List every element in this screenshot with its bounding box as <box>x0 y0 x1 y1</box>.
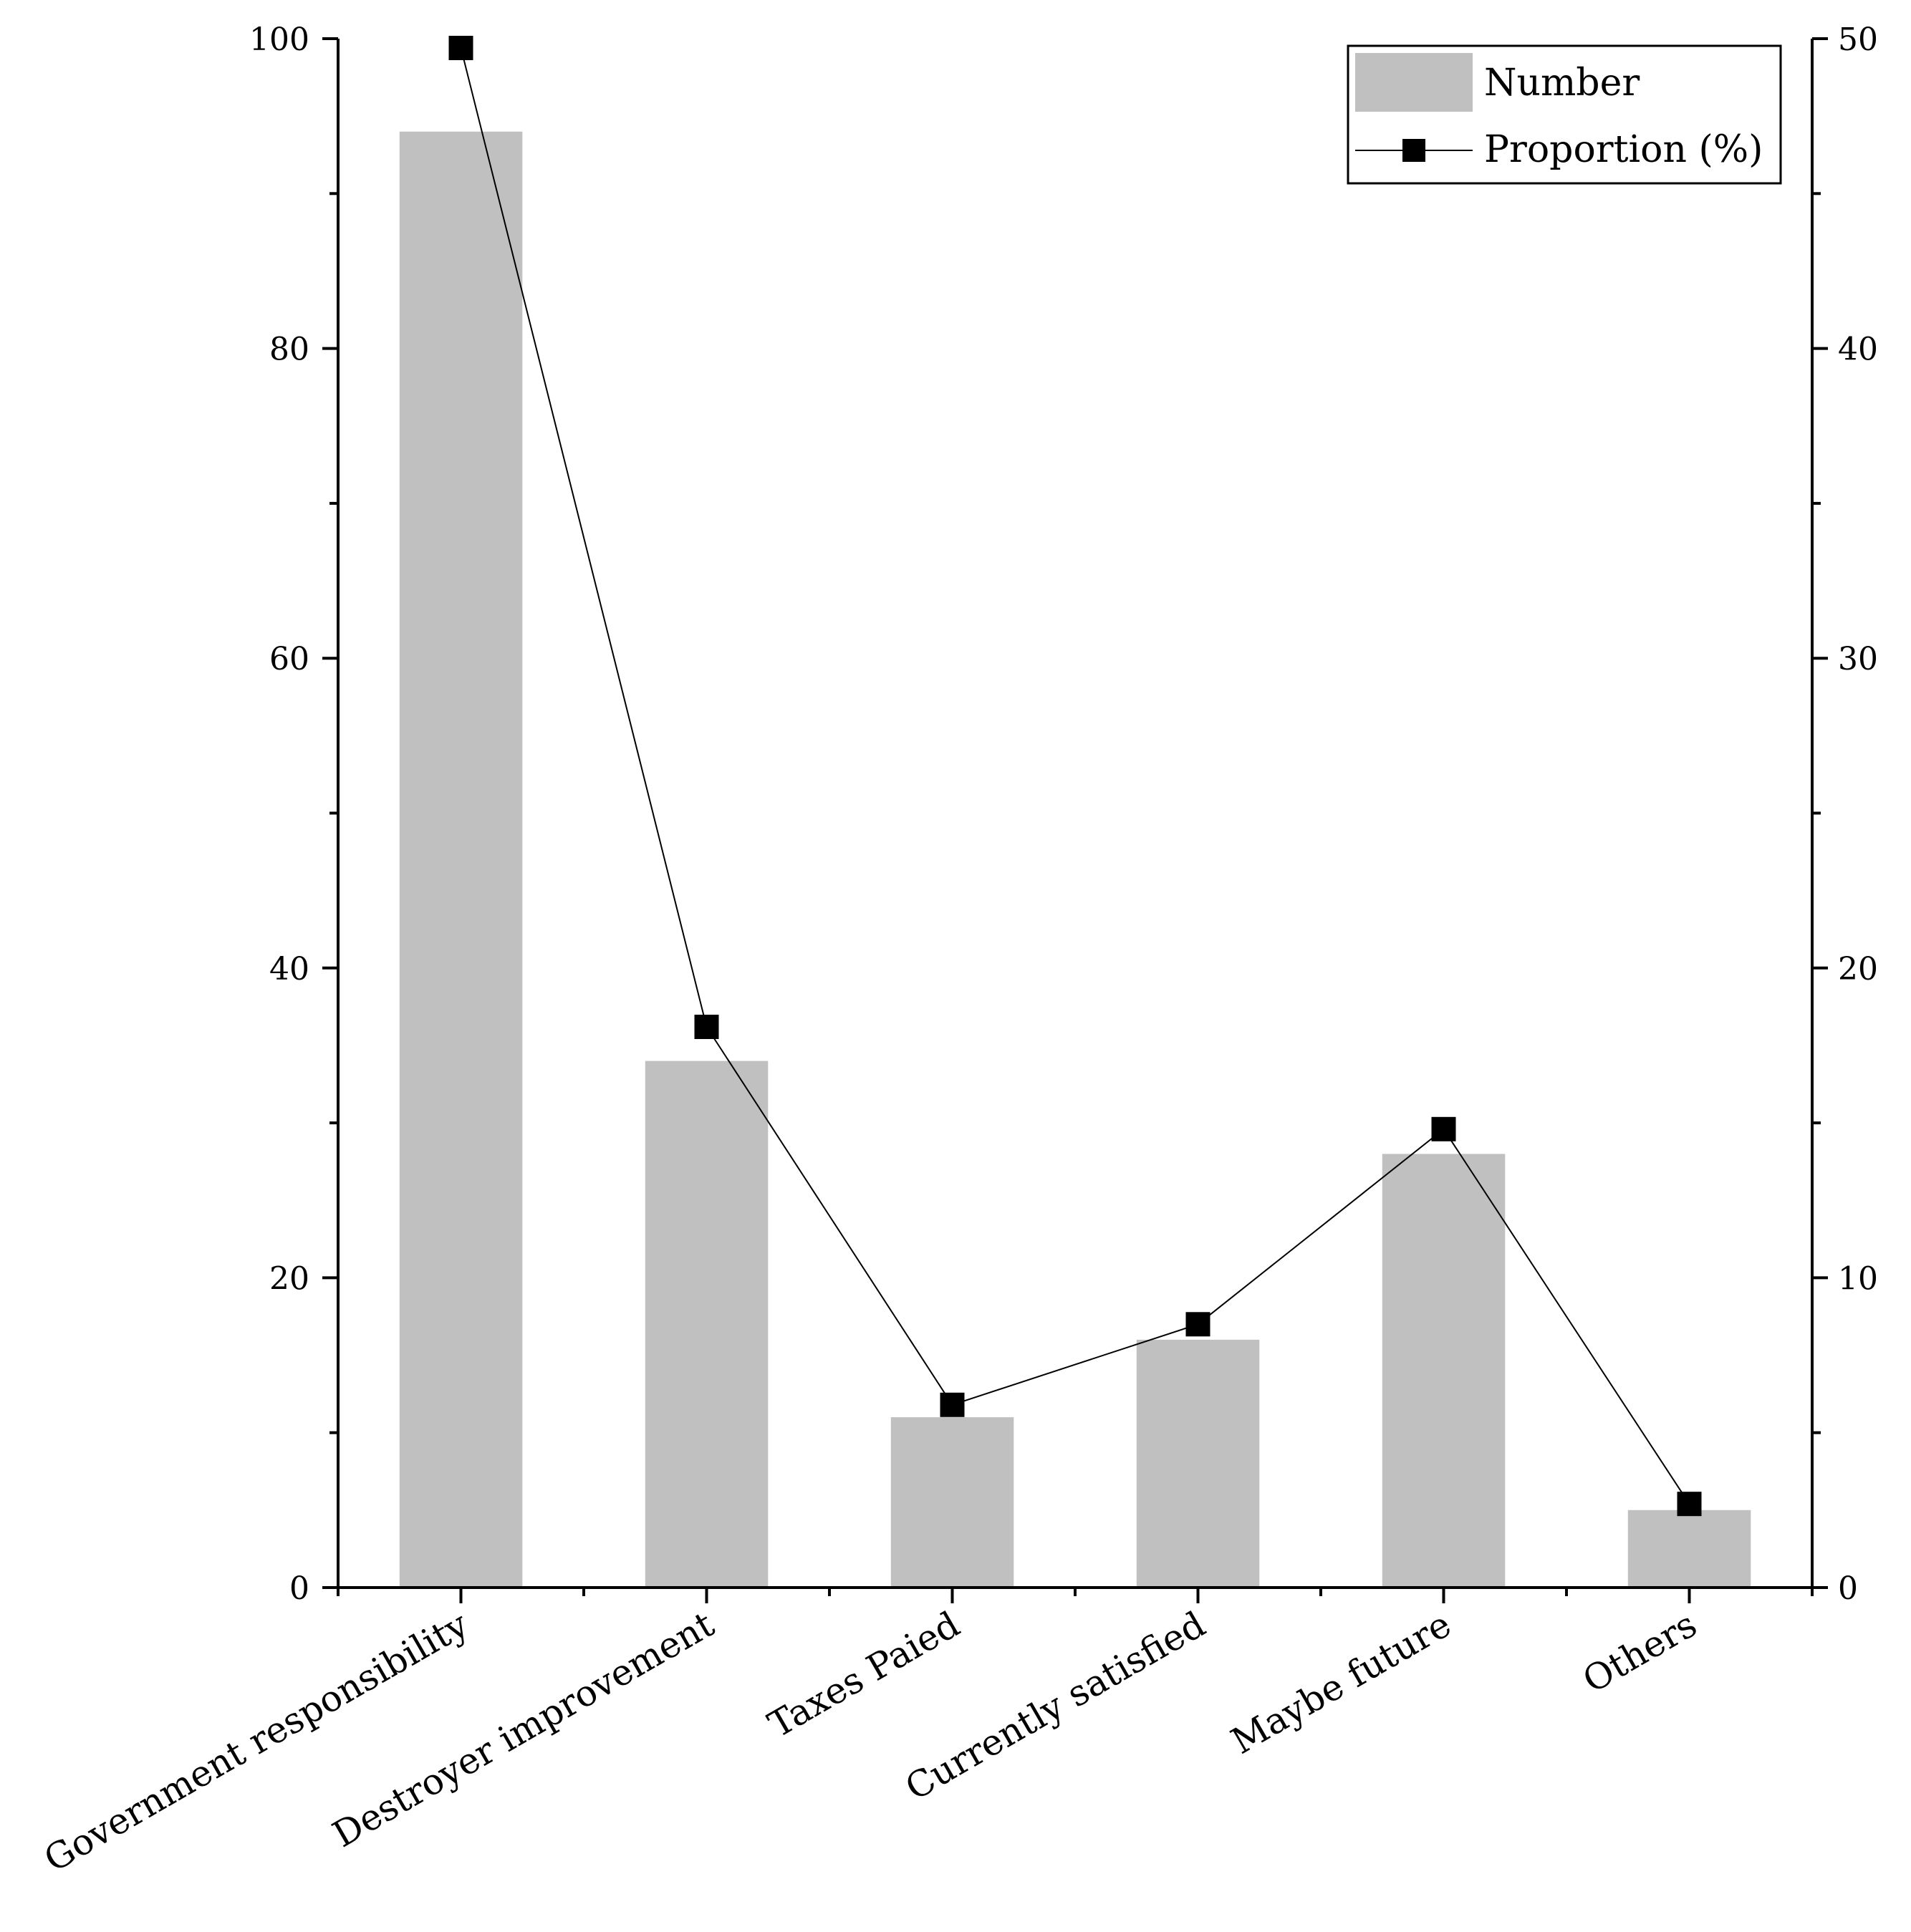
right-tick-label-2: 20 <box>1838 951 1878 987</box>
right-tick-label-3: 30 <box>1838 641 1878 677</box>
x-tick-label-1: Destroyer improvement <box>326 1603 721 1855</box>
legend-label-proportion: Proportion (%) <box>1484 128 1763 171</box>
x-tick-label-4: Maybe future <box>1224 1603 1458 1762</box>
legend-bar-swatch <box>1355 53 1473 112</box>
right-tick-label-1: 10 <box>1838 1260 1878 1297</box>
left-tick-label-0: 0 <box>289 1570 309 1607</box>
proportion-point-1 <box>694 1015 719 1039</box>
axes: 0 20 40 60 80 100 0 10 20 30 40 50 Government respon… <box>37 21 1878 1880</box>
bar-1 <box>645 1061 769 1588</box>
bar-5 <box>1627 1510 1751 1588</box>
proportion-point-2 <box>940 1392 965 1417</box>
x-tick-label-0: Government responsibility <box>37 1603 476 1880</box>
proportion-line <box>460 47 1690 1504</box>
proportion-point-3 <box>1185 1312 1210 1337</box>
legend-label-number: Number <box>1484 62 1640 105</box>
bar-3 <box>1136 1339 1260 1588</box>
x-tick-label-5: Others <box>1576 1603 1703 1701</box>
proportion-point-4 <box>1431 1116 1456 1141</box>
right-tick-label-0: 0 <box>1838 1570 1858 1607</box>
legend-line-marker <box>1402 139 1425 162</box>
left-tick-label-4: 80 <box>269 332 309 368</box>
legend: Number Proportion (%) <box>1347 44 1782 185</box>
right-tick-label-5: 50 <box>1838 21 1878 58</box>
bar-0 <box>399 131 523 1588</box>
x-tick-label-2: Taxes Paied <box>761 1603 967 1746</box>
proportion-point-0 <box>448 36 473 60</box>
bar-2 <box>890 1417 1014 1588</box>
left-tick-label-3: 60 <box>269 641 309 677</box>
right-tick-label-4: 40 <box>1838 332 1878 368</box>
left-tick-label-2: 40 <box>269 951 309 987</box>
left-tick-label-1: 20 <box>269 1260 309 1297</box>
left-tick-label-5: 100 <box>249 21 309 58</box>
line-series <box>448 36 1702 1517</box>
bar-4 <box>1382 1154 1506 1588</box>
bar-series <box>399 131 1751 1588</box>
proportion-point-5 <box>1677 1492 1702 1517</box>
